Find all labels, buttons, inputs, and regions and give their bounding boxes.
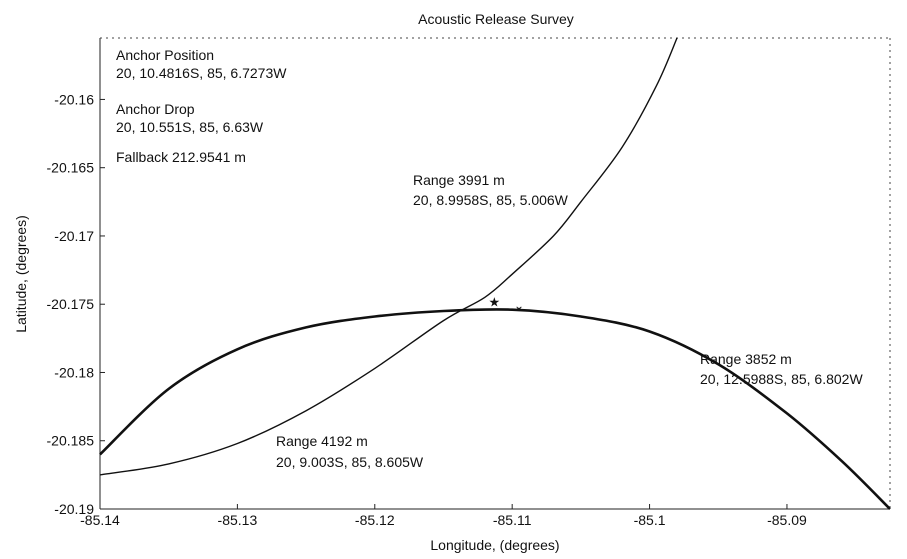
y-tick-label: -20.175 [47, 296, 95, 312]
annotation-anchor-drop-value: 20, 10.551S, 85, 6.63W [116, 119, 264, 135]
x-tick-label: -85.14 [80, 512, 120, 528]
annotation-range-a-value: 20, 8.9958S, 85, 5.006W [413, 192, 569, 208]
plot-frame-left-bottom [100, 38, 890, 509]
x-tick-label: -85.13 [218, 512, 258, 528]
y-tick-label: -20.165 [47, 160, 95, 176]
annotation-fallback: Fallback 212.9541 m [116, 149, 246, 165]
chart-title: Acoustic Release Survey [418, 11, 574, 27]
x-tick-label: -85.09 [767, 512, 807, 528]
annotation-anchor-position-title: Anchor Position [116, 47, 214, 63]
marker-star: ★ [488, 294, 500, 309]
y-tick-label: -20.18 [54, 364, 94, 380]
annotation-range-c-title: Range 4192 m [276, 433, 368, 449]
series-line-2 [99, 308, 891, 510]
annotation-range-b-value: 20, 12.5988S, 85, 6.802W [700, 371, 863, 387]
annotation-range-a-title: Range 3991 m [413, 172, 505, 188]
y-axis-title: Latitude, (degrees) [13, 215, 29, 333]
series-line-1 [99, 37, 678, 476]
x-tick-label: -85.11 [493, 512, 532, 528]
x-axis-title: Longitude, (degrees) [430, 537, 559, 553]
annotation-range-b-title: Range 3852 m [700, 351, 792, 367]
marker-layer: ★̆ [488, 294, 522, 310]
annotation-range-c-value: 20, 9.003S, 85, 8.605W [276, 454, 424, 470]
x-tick-label: -85.12 [355, 512, 395, 528]
y-tick-label: -20.19 [54, 501, 94, 517]
y-tick-label: -20.185 [47, 433, 95, 449]
annotation-anchor-drop-title: Anchor Drop [116, 101, 195, 117]
x-tick-label: -85.1 [634, 512, 666, 528]
annotations: Anchor Position 20, 10.4816S, 85, 6.7273… [116, 47, 863, 470]
x-axis: -85.14 -85.13 -85.12 -85.11 -85.1 -85.09 [80, 504, 807, 528]
marker-drop: ̆ [516, 306, 522, 310]
y-tick-label: -20.16 [54, 91, 94, 107]
series-layer [99, 37, 891, 510]
annotation-anchor-position-value: 20, 10.4816S, 85, 6.7273W [116, 65, 287, 81]
y-tick-label: -20.17 [54, 228, 94, 244]
y-axis: -20.19 -20.185 -20.18 -20.175 -20.17 -20.165 -… [47, 91, 105, 517]
